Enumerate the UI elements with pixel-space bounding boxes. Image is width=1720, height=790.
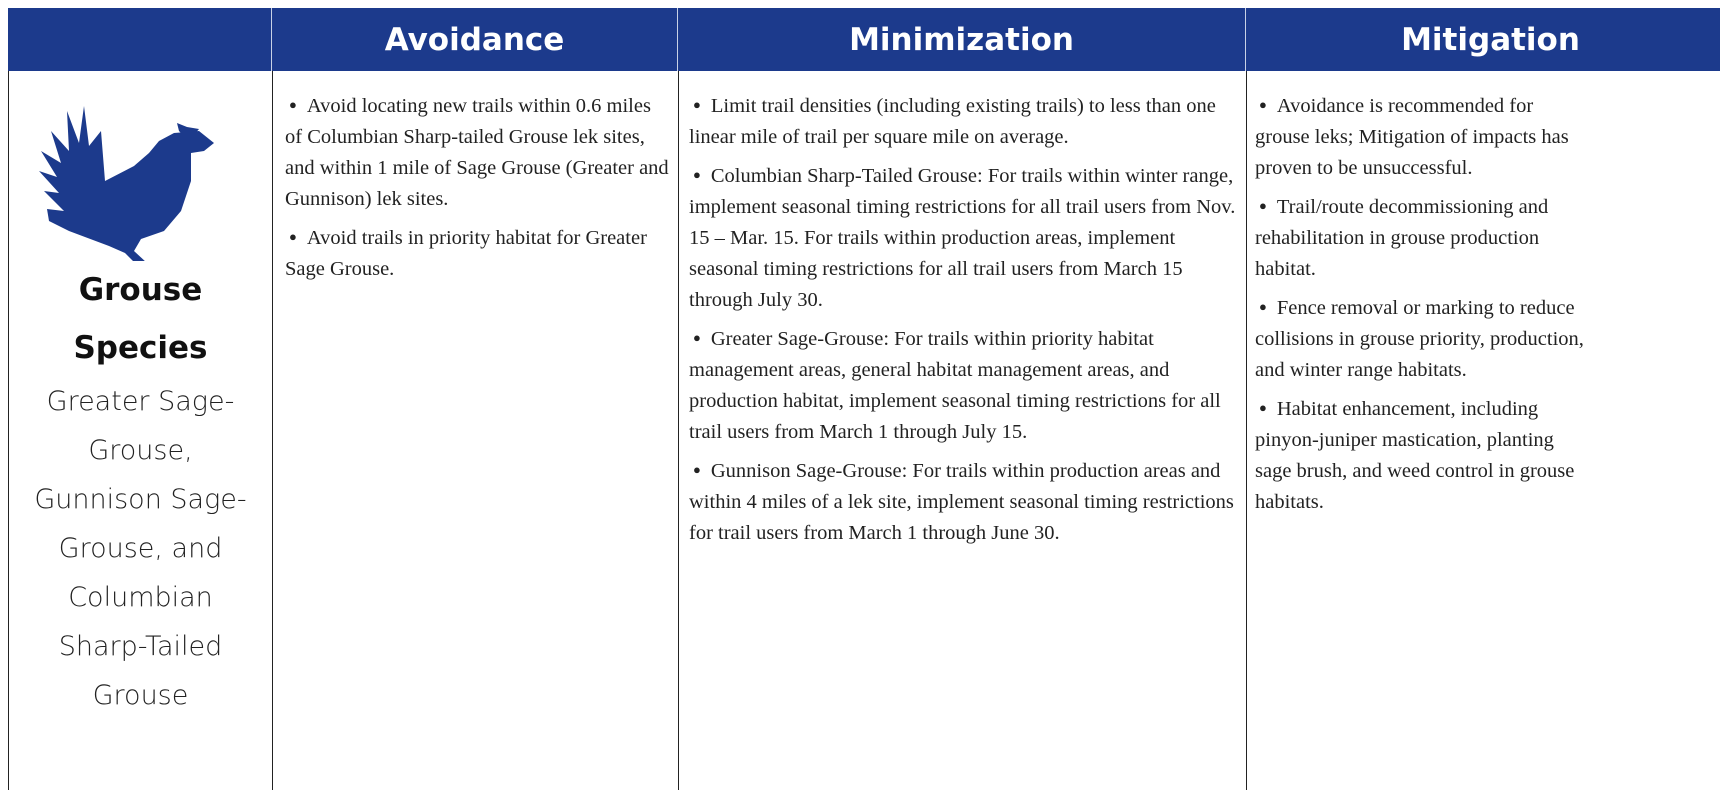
bullet-item: Avoidance is recommended for grouse leks… bbox=[1255, 89, 1590, 184]
mitigation-cell: Avoidance is recommended for grouse leks… bbox=[1246, 71, 1720, 790]
bullet-item: Columbian Sharp-Tailed Grouse: For trail… bbox=[689, 159, 1238, 316]
species-cell: Grouse Species Greater Sage-Grouse, Gunn… bbox=[8, 71, 272, 790]
bullet-item: Trail/route decommissioning and rehabili… bbox=[1255, 190, 1590, 285]
minimization-cell: Limit trail densities (including existin… bbox=[678, 71, 1246, 790]
header-cell: Minimization bbox=[678, 8, 1246, 71]
grouse-icon bbox=[39, 106, 214, 261]
header-cell: Mitigation bbox=[1246, 8, 1720, 71]
bullet-list: Avoidance is recommended for grouse leks… bbox=[1255, 89, 1590, 518]
bullet-item: Gunnison Sage-Grouse: For trails within … bbox=[689, 454, 1238, 549]
group-title: Grouse Species bbox=[73, 272, 208, 366]
bullet-list: Limit trail densities (including existin… bbox=[689, 89, 1238, 549]
header-blank bbox=[8, 8, 272, 71]
bullet-item: Limit trail densities (including existin… bbox=[689, 89, 1238, 153]
header-cell: Avoidance bbox=[272, 8, 678, 71]
avoidance-cell: Avoid locating new trails within 0.6 mil… bbox=[272, 71, 678, 790]
bullet-list: Avoid locating new trails within 0.6 mil… bbox=[285, 89, 670, 285]
bullet-item: Greater Sage-Grouse: For trails within p… bbox=[689, 322, 1238, 448]
bullet-item: Habitat enhancement, including pinyon-ju… bbox=[1255, 392, 1590, 518]
species-list: Greater Sage-Grouse, Gunnison Sage-Grous… bbox=[34, 386, 247, 711]
bullet-item: Avoid locating new trails within 0.6 mil… bbox=[285, 89, 670, 215]
bullet-item: Avoid trails in priority habitat for Gre… bbox=[285, 221, 670, 285]
bullet-item: Fence removal or marking to reduce colli… bbox=[1255, 291, 1590, 386]
